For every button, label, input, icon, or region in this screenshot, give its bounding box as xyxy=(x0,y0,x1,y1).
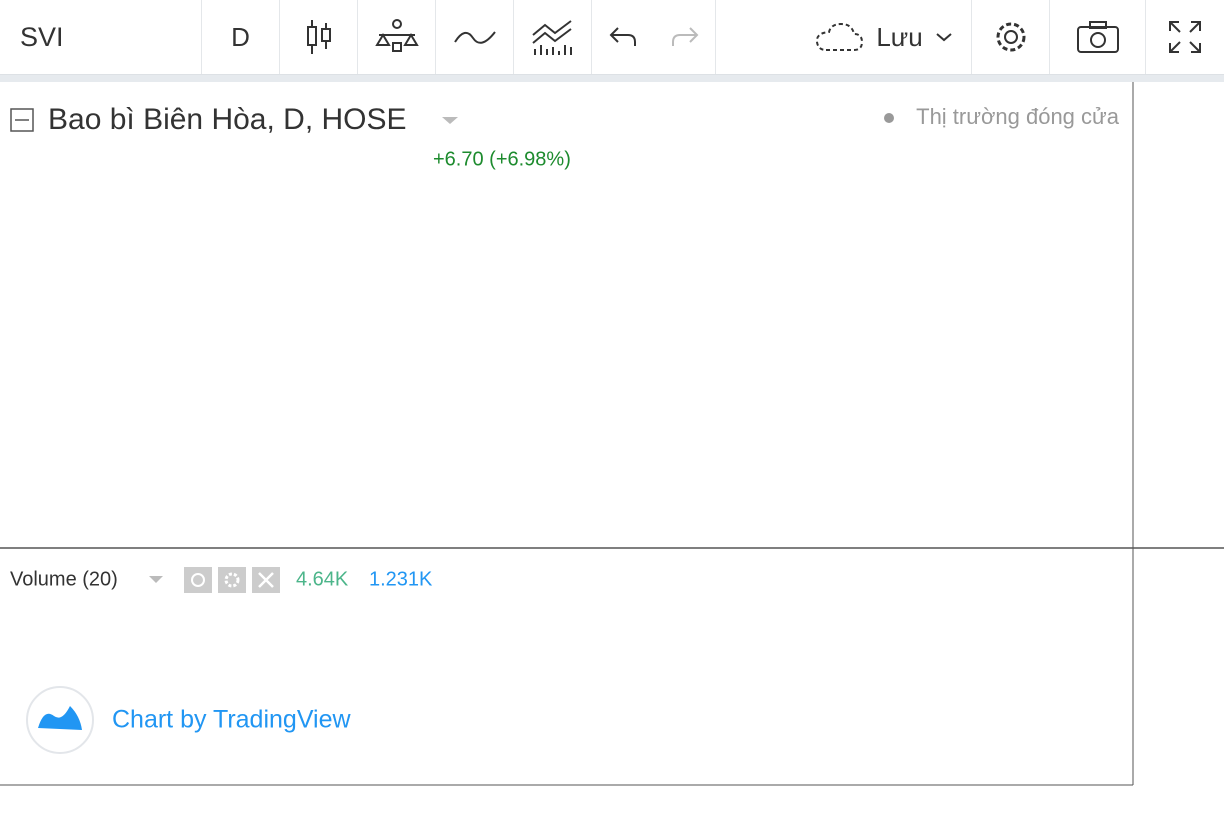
settings-button[interactable] xyxy=(972,0,1050,74)
eye-icon xyxy=(191,573,205,587)
study-icon xyxy=(531,20,572,55)
change-value: +6.70 (+6.98%) xyxy=(433,148,571,170)
dropdown-icon xyxy=(936,33,952,42)
chart: Bao bì Biên Hòa, D, HOSE Thị trường đóng… xyxy=(0,82,1224,834)
gear-small-icon xyxy=(224,572,240,588)
candle-icon xyxy=(306,20,331,54)
interval-button[interactable]: D xyxy=(202,0,280,74)
watermark-logo-shape xyxy=(38,706,82,730)
gear-icon xyxy=(996,22,1025,52)
undo-button[interactable] xyxy=(592,0,654,74)
save-label: Lưu xyxy=(876,21,923,52)
candle-style-button[interactable] xyxy=(280,0,358,74)
volume-dropdown[interactable] xyxy=(149,576,163,583)
settings-small-button[interactable] xyxy=(218,567,246,593)
study-button[interactable] xyxy=(514,0,592,74)
symbol-button[interactable]: SVI xyxy=(0,0,202,74)
indicator-icon xyxy=(453,31,496,44)
watermark-text: Chart by TradingView xyxy=(112,706,351,734)
volume-title: Volume (20) xyxy=(10,568,118,590)
chart-area: Bao bì Biên Hòa, D, HOSE Thị trường đóng… xyxy=(0,82,1224,834)
cloud-icon xyxy=(816,22,864,51)
camera-icon xyxy=(1076,21,1119,53)
save-button[interactable]: Lưu xyxy=(796,0,972,74)
compare-button[interactable] xyxy=(358,0,436,74)
market-status: Thị trường đóng cửa xyxy=(916,104,1120,129)
compare-icon xyxy=(374,19,419,52)
fullscreen-button[interactable] xyxy=(1146,0,1224,74)
x-icon xyxy=(258,572,274,588)
spacer xyxy=(716,0,796,74)
undo-icon xyxy=(609,27,636,46)
title-dropdown[interactable] xyxy=(442,117,458,124)
series-title: Bao bì Biên Hòa, D, HOSE xyxy=(48,103,407,136)
visibility-button[interactable] xyxy=(184,567,212,593)
redo-icon xyxy=(671,27,698,46)
status-dot xyxy=(884,113,894,123)
fullscreen-icon xyxy=(1169,21,1201,53)
volume-ma-value: 1.231K xyxy=(369,568,433,590)
indicator-button[interactable] xyxy=(436,0,514,74)
volume-value: 4.64K xyxy=(296,568,349,590)
snapshot-button[interactable] xyxy=(1050,0,1146,74)
redo-button[interactable] xyxy=(654,0,716,74)
toolbar: SVI D Lưu xyxy=(0,0,1224,75)
chart-background xyxy=(0,82,1224,834)
